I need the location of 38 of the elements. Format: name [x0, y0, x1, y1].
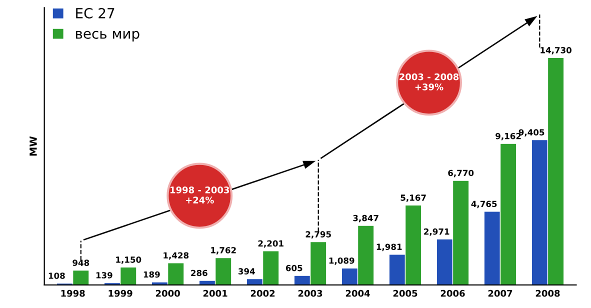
legend-label: весь мир	[76, 30, 140, 42]
data-label: 3,847	[353, 214, 378, 222]
data-label: 2,201	[258, 240, 284, 248]
data-label: 5,167	[400, 194, 426, 202]
annotation: 1998 - 2003 +24%	[170, 186, 230, 204]
data-label: 394	[238, 268, 255, 274]
x-tick-label: 2007	[488, 290, 512, 297]
x-tick-label: 2005	[393, 290, 418, 297]
x-tick-label: 2000	[156, 290, 180, 297]
data-label: 1,428	[164, 252, 189, 260]
data-label: 2,971	[424, 228, 450, 236]
legend-label: ЕС 27	[76, 8, 114, 18]
data-label: 108	[48, 272, 65, 279]
x-tick-label: 2002	[250, 290, 275, 297]
x-tick-label: 2008	[536, 290, 560, 297]
x-tick-label: 1999	[108, 290, 132, 297]
x-tick-label: 2006	[440, 290, 465, 297]
data-label: 1,981	[376, 244, 402, 252]
data-label: 286	[191, 270, 208, 276]
data-label: 2,795	[306, 231, 331, 239]
x-tick-label: 1998	[61, 290, 85, 297]
data-label: 6,770	[448, 170, 474, 178]
data-label: 1,089	[329, 257, 354, 265]
data-label: 4,765	[471, 200, 497, 208]
x-tick-label: 2001	[203, 290, 228, 297]
y-axis-title: MW	[30, 136, 37, 156]
x-tick-label: 2003	[298, 290, 322, 297]
data-label: 605	[286, 264, 302, 272]
data-label: 9,405	[518, 129, 544, 137]
data-label: 948	[72, 260, 90, 266]
data-label: 139	[96, 272, 112, 278]
data-label: 9,162	[496, 132, 521, 140]
data-label: 189	[144, 271, 160, 278]
x-tick-label: 2004	[346, 290, 370, 297]
annotation: 2003 - 2008 +39%	[400, 73, 459, 90]
data-label: 14,730	[540, 47, 572, 54]
data-label: 1,762	[211, 247, 236, 254]
data-label: 1,150	[116, 256, 142, 264]
